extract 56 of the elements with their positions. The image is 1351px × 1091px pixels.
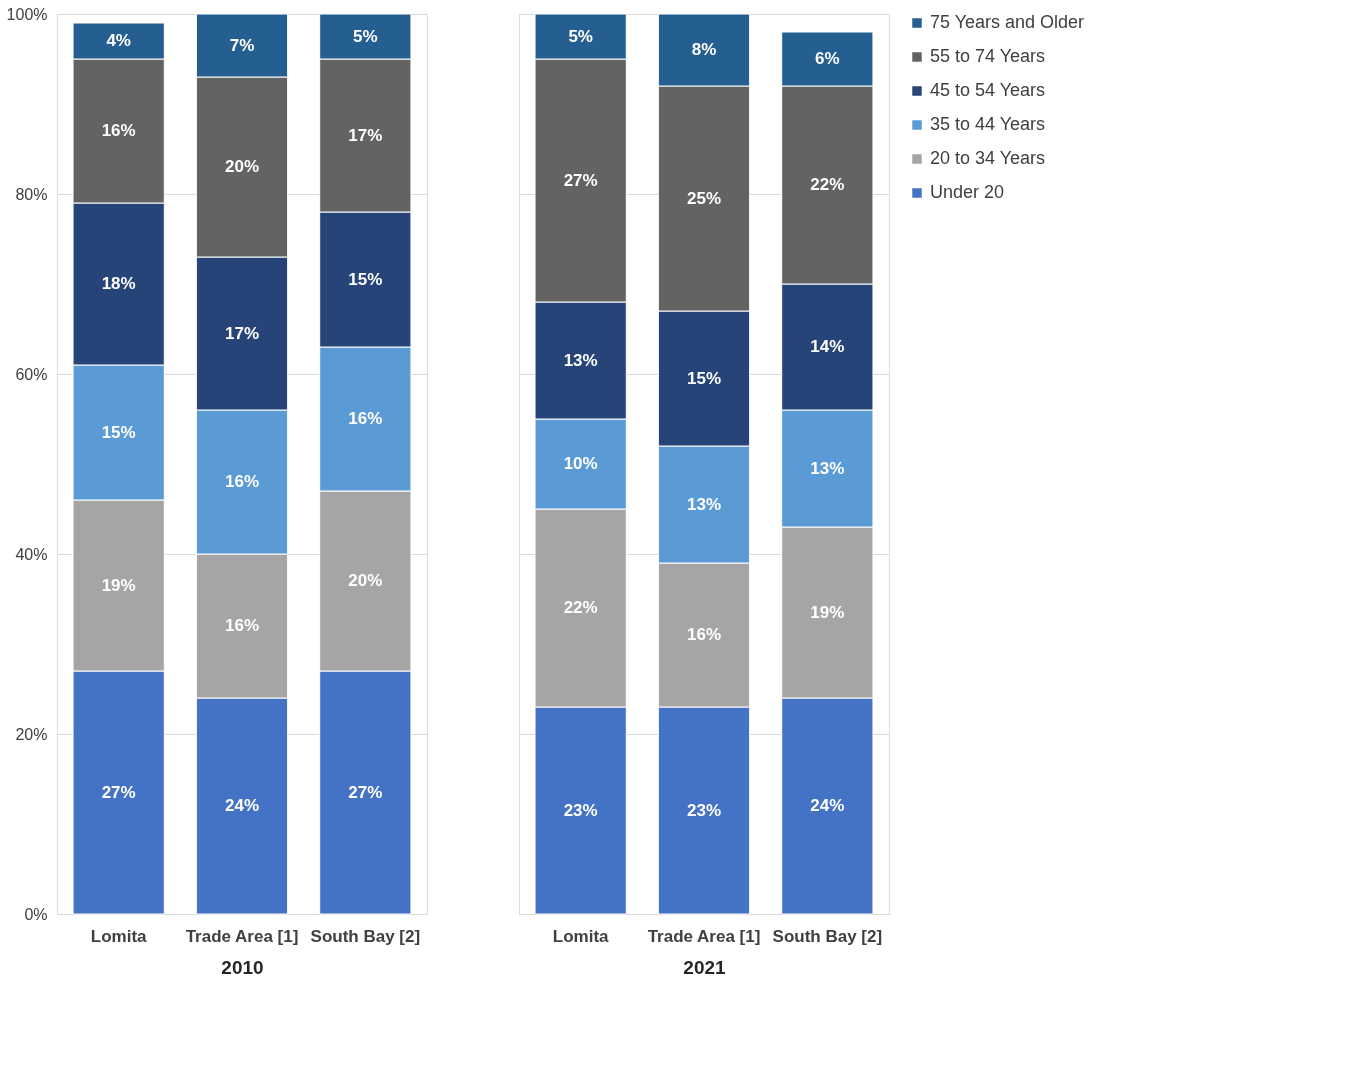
- data-label: 10%: [563, 454, 598, 473]
- x-axis-title: 2021: [683, 956, 727, 978]
- x-axis-title: 2010: [221, 956, 264, 978]
- data-label: 4%: [106, 31, 131, 50]
- data-label: 13%: [686, 494, 722, 514]
- data-label: 24%: [810, 796, 845, 815]
- data-label: 20%: [348, 571, 383, 590]
- data-label: 23%: [563, 800, 598, 820]
- legend-label: 75 Years and Older: [930, 12, 1085, 32]
- y-tick-label: 80%: [15, 185, 48, 203]
- x-tick-label: Lomita: [90, 926, 148, 946]
- data-label: 18%: [101, 274, 136, 293]
- x-tick-label: Lomita: [552, 926, 610, 946]
- data-label: 7%: [229, 35, 255, 55]
- data-label: 15%: [686, 368, 722, 388]
- y-tick-label: 0%: [24, 905, 48, 923]
- x-tick-label: South Bay [2]: [310, 926, 421, 946]
- x-tick-label: Trade Area [1]: [647, 926, 761, 946]
- data-label: 25%: [686, 188, 722, 208]
- legend-label: Under 20: [930, 182, 1005, 202]
- data-label: 27%: [101, 782, 136, 802]
- legend-label: 45 to 54 Years: [930, 80, 1046, 100]
- data-label: 22%: [810, 175, 845, 194]
- data-label: 15%: [101, 422, 136, 442]
- x-tick-label: South Bay [2]: [772, 926, 883, 946]
- legend-label: 55 to 74 Years: [930, 46, 1046, 66]
- y-tick-label: 20%: [15, 725, 48, 743]
- y-tick-label: 60%: [15, 365, 48, 383]
- x-tick-label: Trade Area [1]: [185, 926, 299, 946]
- data-label: 13%: [810, 458, 845, 478]
- data-label: 16%: [224, 616, 260, 635]
- data-label: 16%: [686, 625, 722, 644]
- data-label: 23%: [686, 800, 722, 820]
- data-label: 19%: [101, 575, 136, 595]
- data-label: 27%: [563, 170, 598, 190]
- data-label: 5%: [353, 26, 378, 46]
- data-label: 24%: [224, 796, 260, 815]
- data-label: 5%: [568, 26, 593, 46]
- data-label: 19%: [810, 602, 845, 622]
- data-label: 17%: [348, 125, 383, 145]
- data-label: 8%: [691, 40, 717, 59]
- legend-label: 20 to 34 Years: [930, 148, 1046, 168]
- data-label: 14%: [810, 337, 845, 356]
- data-label: 20%: [224, 157, 260, 176]
- data-label: 16%: [101, 121, 136, 140]
- data-label: 17%: [224, 323, 260, 343]
- data-label: 16%: [348, 409, 383, 428]
- legend-label: 35 to 44 Years: [930, 114, 1046, 134]
- data-label: 27%: [348, 782, 383, 802]
- data-label: 13%: [563, 350, 598, 370]
- data-label: 6%: [815, 49, 840, 68]
- y-tick-label: 40%: [15, 545, 48, 563]
- data-label: 16%: [224, 472, 260, 491]
- y-tick-label: 100%: [6, 5, 48, 23]
- data-label: 22%: [563, 598, 598, 617]
- data-label: 15%: [348, 269, 383, 289]
